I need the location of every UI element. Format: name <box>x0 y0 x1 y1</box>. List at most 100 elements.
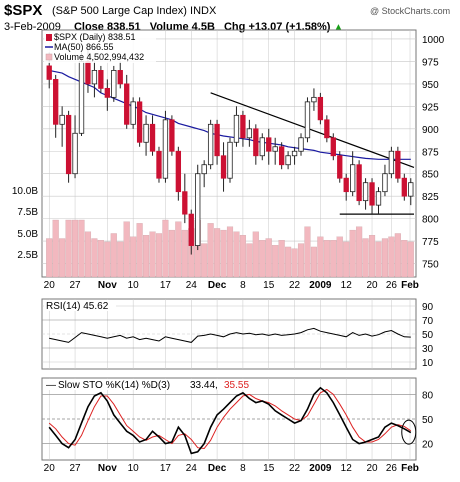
volume-bar <box>52 219 59 278</box>
up-arrow-icon: ▲ <box>333 22 344 33</box>
volume-bar <box>239 235 246 278</box>
candle-body <box>162 119 169 179</box>
legend-ma: MA(50) 866.55 <box>54 42 114 52</box>
candle-body <box>136 101 143 143</box>
volume-bar <box>252 231 259 278</box>
candle-body <box>65 114 72 175</box>
candle-body <box>143 123 149 143</box>
sto-k-line <box>48 386 412 455</box>
x-axis-label: 12 <box>341 463 353 474</box>
x-axis-label: 17 <box>160 280 172 291</box>
legend-price: $SPX (Daily) 838.51 <box>54 32 136 42</box>
volume-bar <box>323 240 330 278</box>
candle-body <box>169 119 175 152</box>
volume-bar <box>162 219 169 278</box>
candle-body <box>46 65 52 80</box>
volume-bar <box>168 229 175 278</box>
sto-legend-label: Slow STO %K(14) %D(3) <box>58 380 170 391</box>
volume-bar <box>149 231 156 278</box>
x-axis-label: Dec <box>208 463 227 474</box>
volume-bar <box>97 240 104 278</box>
candle-body <box>395 150 401 179</box>
rsi-tick-label: 70 <box>422 316 434 327</box>
volume-tick-label: 7.5B <box>17 207 38 218</box>
candle-body <box>382 173 388 193</box>
x-axis-label: 22 <box>289 280 301 291</box>
rsi-tick-label: 10 <box>422 358 434 369</box>
volume-bar <box>117 241 124 278</box>
volume-bar <box>297 243 305 278</box>
volume-bar <box>330 240 337 278</box>
x-axis-label: Dec <box>208 280 227 291</box>
candle-body <box>78 61 85 134</box>
volume-bar <box>123 221 130 278</box>
volume-tick-label: 10.0B <box>12 186 38 197</box>
volume-bar <box>375 241 382 278</box>
candle-body <box>130 101 136 125</box>
candle-body <box>304 101 311 139</box>
volume-bar <box>349 229 356 278</box>
candle-body <box>401 177 407 197</box>
volume-bar <box>310 246 317 278</box>
candle-body <box>375 191 382 206</box>
price-tick-label: 750 <box>422 260 439 271</box>
x-axis-label: 20 <box>44 463 56 474</box>
volume-bar <box>356 226 363 278</box>
volume-bar <box>214 228 221 278</box>
price-tick-label: 1000 <box>422 35 445 46</box>
volume-bar <box>130 236 137 278</box>
legend-price-swatch <box>46 34 52 41</box>
candle-body <box>278 146 285 166</box>
candle-body <box>311 96 317 103</box>
candle-body <box>246 128 253 139</box>
candle-body <box>59 114 65 125</box>
price-tick-label: 775 <box>422 237 439 248</box>
candle-body <box>91 70 98 85</box>
x-axis-label: 27 <box>69 463 81 474</box>
candle-body <box>388 150 395 175</box>
x-axis-label: 15 <box>263 463 275 474</box>
candle-body <box>362 182 369 202</box>
sto-legend-k: 33.44, <box>190 380 218 391</box>
candle-body <box>201 164 207 175</box>
exchange-label: INDX <box>190 5 217 17</box>
candle-body <box>369 182 375 206</box>
candle-body <box>156 150 162 179</box>
x-axis-label: 20 <box>44 280 56 291</box>
candle-body <box>330 137 336 157</box>
volume-bar <box>233 231 240 278</box>
volume-bar <box>59 238 66 278</box>
x-axis-label: 10 <box>128 280 140 291</box>
candle-body <box>117 70 123 85</box>
volume-bar <box>207 223 214 278</box>
candle-body <box>291 150 298 157</box>
rsi-tick-label: 50 <box>422 330 434 341</box>
candle-body <box>285 155 291 166</box>
volume-bar <box>388 236 395 278</box>
rsi-line <box>49 327 411 343</box>
sto-legend-dash: — <box>46 380 56 391</box>
candle-body <box>240 114 246 139</box>
legend-volume: Volume 4,502,994,432 <box>54 52 144 62</box>
x-axis-label: 20 <box>366 463 378 474</box>
candle-body <box>104 87 110 98</box>
volume-bar <box>407 241 414 278</box>
volume-tick-label: 5.0B <box>17 229 38 240</box>
volume-bar <box>46 238 53 278</box>
candle-body <box>259 137 265 157</box>
volume-bar <box>265 238 272 278</box>
price-tick-label: 850 <box>422 170 439 181</box>
ticker-symbol: $SPX <box>4 2 43 19</box>
annotation-circle <box>401 419 417 445</box>
volume-bar <box>110 233 117 278</box>
candle-body <box>214 123 220 157</box>
candle-body <box>253 128 259 157</box>
volume-bar <box>175 221 182 278</box>
x-axis-label: 27 <box>69 280 81 291</box>
volume-bar <box>201 243 208 278</box>
volume-bar <box>272 245 279 278</box>
sto-tick-label: 20 <box>422 440 434 451</box>
x-axis-label: 24 <box>186 463 198 474</box>
